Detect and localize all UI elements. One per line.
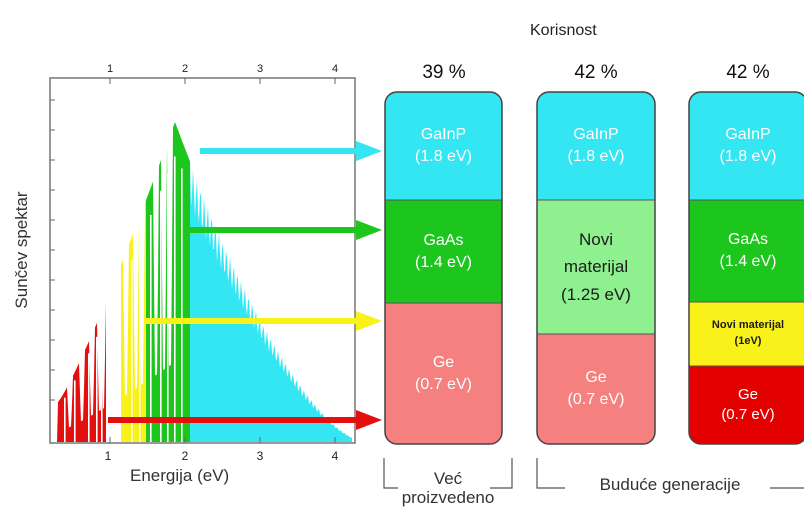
layer-name: Ge [737, 385, 758, 403]
layer-name: GaInP [573, 126, 619, 144]
layer-name: GaAs [727, 231, 768, 249]
bracket-existing-left [383, 458, 398, 489]
bottom-tick-label: 2 [182, 449, 189, 463]
efficiency-cell-3: 42 % [726, 62, 770, 83]
spectrum-fills [54, 122, 352, 442]
layer-name-line1: Novi [578, 230, 613, 250]
efficiency-cell-1: 39 % [422, 62, 466, 83]
bottom-tick-marks [109, 437, 336, 443]
cell3-ge-layer: Ge (0.7 eV) [689, 366, 804, 444]
spectrum-absorption-line [64, 397, 66, 442]
layer-energy: (0.7 eV) [721, 406, 775, 423]
top-tick-marks [109, 78, 336, 84]
cell-stack-2 [536, 91, 656, 445]
layer-name: GaInP [420, 126, 467, 144]
spectrum-absorption-line [174, 156, 176, 442]
arrow-green [190, 220, 382, 240]
cell1-gaas-layer: GaAs (1.4 eV) [385, 200, 502, 303]
cell-stack-3 [688, 91, 804, 445]
top-tick-label: 4 [332, 63, 338, 75]
group-label-existing: Već proizvedeno [384, 469, 512, 507]
group-label-existing-line2: proizvedeno [401, 487, 495, 507]
spectrum-absorption-line [88, 353, 90, 442]
layer-energy: (1.8 eV) [567, 148, 625, 165]
efficiency-cell-2: 42 % [574, 62, 618, 83]
spectrum-absorption-line [96, 336, 98, 442]
spectrum-absorption-line [167, 173, 169, 442]
spectrum-absorption-line [181, 168, 183, 442]
arrow-red [108, 410, 382, 430]
layer-name-line2: materijal [563, 257, 629, 277]
layer-energy: (1.4 eV) [415, 253, 472, 271]
layer-energy: (1.4 eV) [719, 253, 777, 270]
layer-energy: (1eV) [734, 335, 762, 347]
efficiency-title: Korisnost [530, 22, 597, 39]
arrow-cyan [200, 141, 382, 161]
spectrum-red-band [54, 301, 106, 442]
bottom-tick-label: 3 [257, 449, 264, 463]
layer-energy: (1.8 eV) [415, 148, 472, 165]
cell2-gainp-layer: GaInP (1.8 eV) [537, 92, 655, 200]
layer-energy: (0.7 eV) [415, 375, 472, 393]
layer-energy: (1.8 eV) [719, 148, 777, 165]
layer-energy: (0.7 eV) [567, 391, 625, 408]
group-label-existing-line1: Već [433, 469, 463, 488]
cell2-new-material-layer: Novi materijal (1.25 eV) [537, 200, 655, 334]
layer-name: Ge [585, 369, 607, 387]
top-tick-label: 1 [107, 63, 113, 75]
left-tick-marks [50, 99, 55, 401]
cell1-ge-layer: Ge (0.7 eV) [385, 303, 502, 444]
layer-name: GaInP [725, 126, 771, 144]
bottom-tick-label: 4 [332, 449, 339, 463]
bracket-existing-right [490, 458, 513, 489]
layer-name: GaAs [423, 231, 464, 249]
layer-energy: (1.25 eV) [561, 284, 631, 304]
layer-name: Ge [432, 353, 455, 371]
y-axis-label: Sunčev spektar [12, 191, 31, 309]
spectrum-absorption-line [74, 380, 76, 442]
spectrum-absorption-line [131, 259, 133, 442]
spectrum-absorption-line [112, 302, 114, 442]
cell2-ge-layer: Ge (0.7 eV) [537, 334, 655, 444]
group-label-future: Buduće generacije [599, 475, 741, 494]
cell3-gaas-layer: GaAs (1.4 eV) [689, 200, 804, 302]
spectrum-absorption-line [139, 240, 141, 442]
cell3-new-material-layer: Novi materijal (1eV) [689, 302, 804, 366]
cell-stack-1 [384, 91, 503, 445]
layer-name: Novi materijal [711, 319, 785, 332]
spectrum-absorption-line [160, 190, 162, 442]
spectrum-cyan-band [190, 161, 352, 442]
top-tick-label: 2 [182, 63, 188, 75]
top-tick-label: 3 [257, 63, 263, 75]
arrow-yellow [146, 311, 382, 331]
cell1-gainp-layer: GaInP (1.8 eV) [385, 92, 502, 200]
spectrum-absorption-line [101, 326, 103, 442]
y-axis-label-wrap: Sunčev spektar [2, 130, 42, 370]
bottom-tick-label: 1 [105, 449, 112, 463]
bracket-future-left [536, 458, 565, 489]
spectrum-absorption-line [150, 214, 152, 442]
x-axis-label: Energija (eV) [130, 466, 230, 485]
cell3-gainp-layer: GaInP (1.8 eV) [689, 92, 804, 200]
